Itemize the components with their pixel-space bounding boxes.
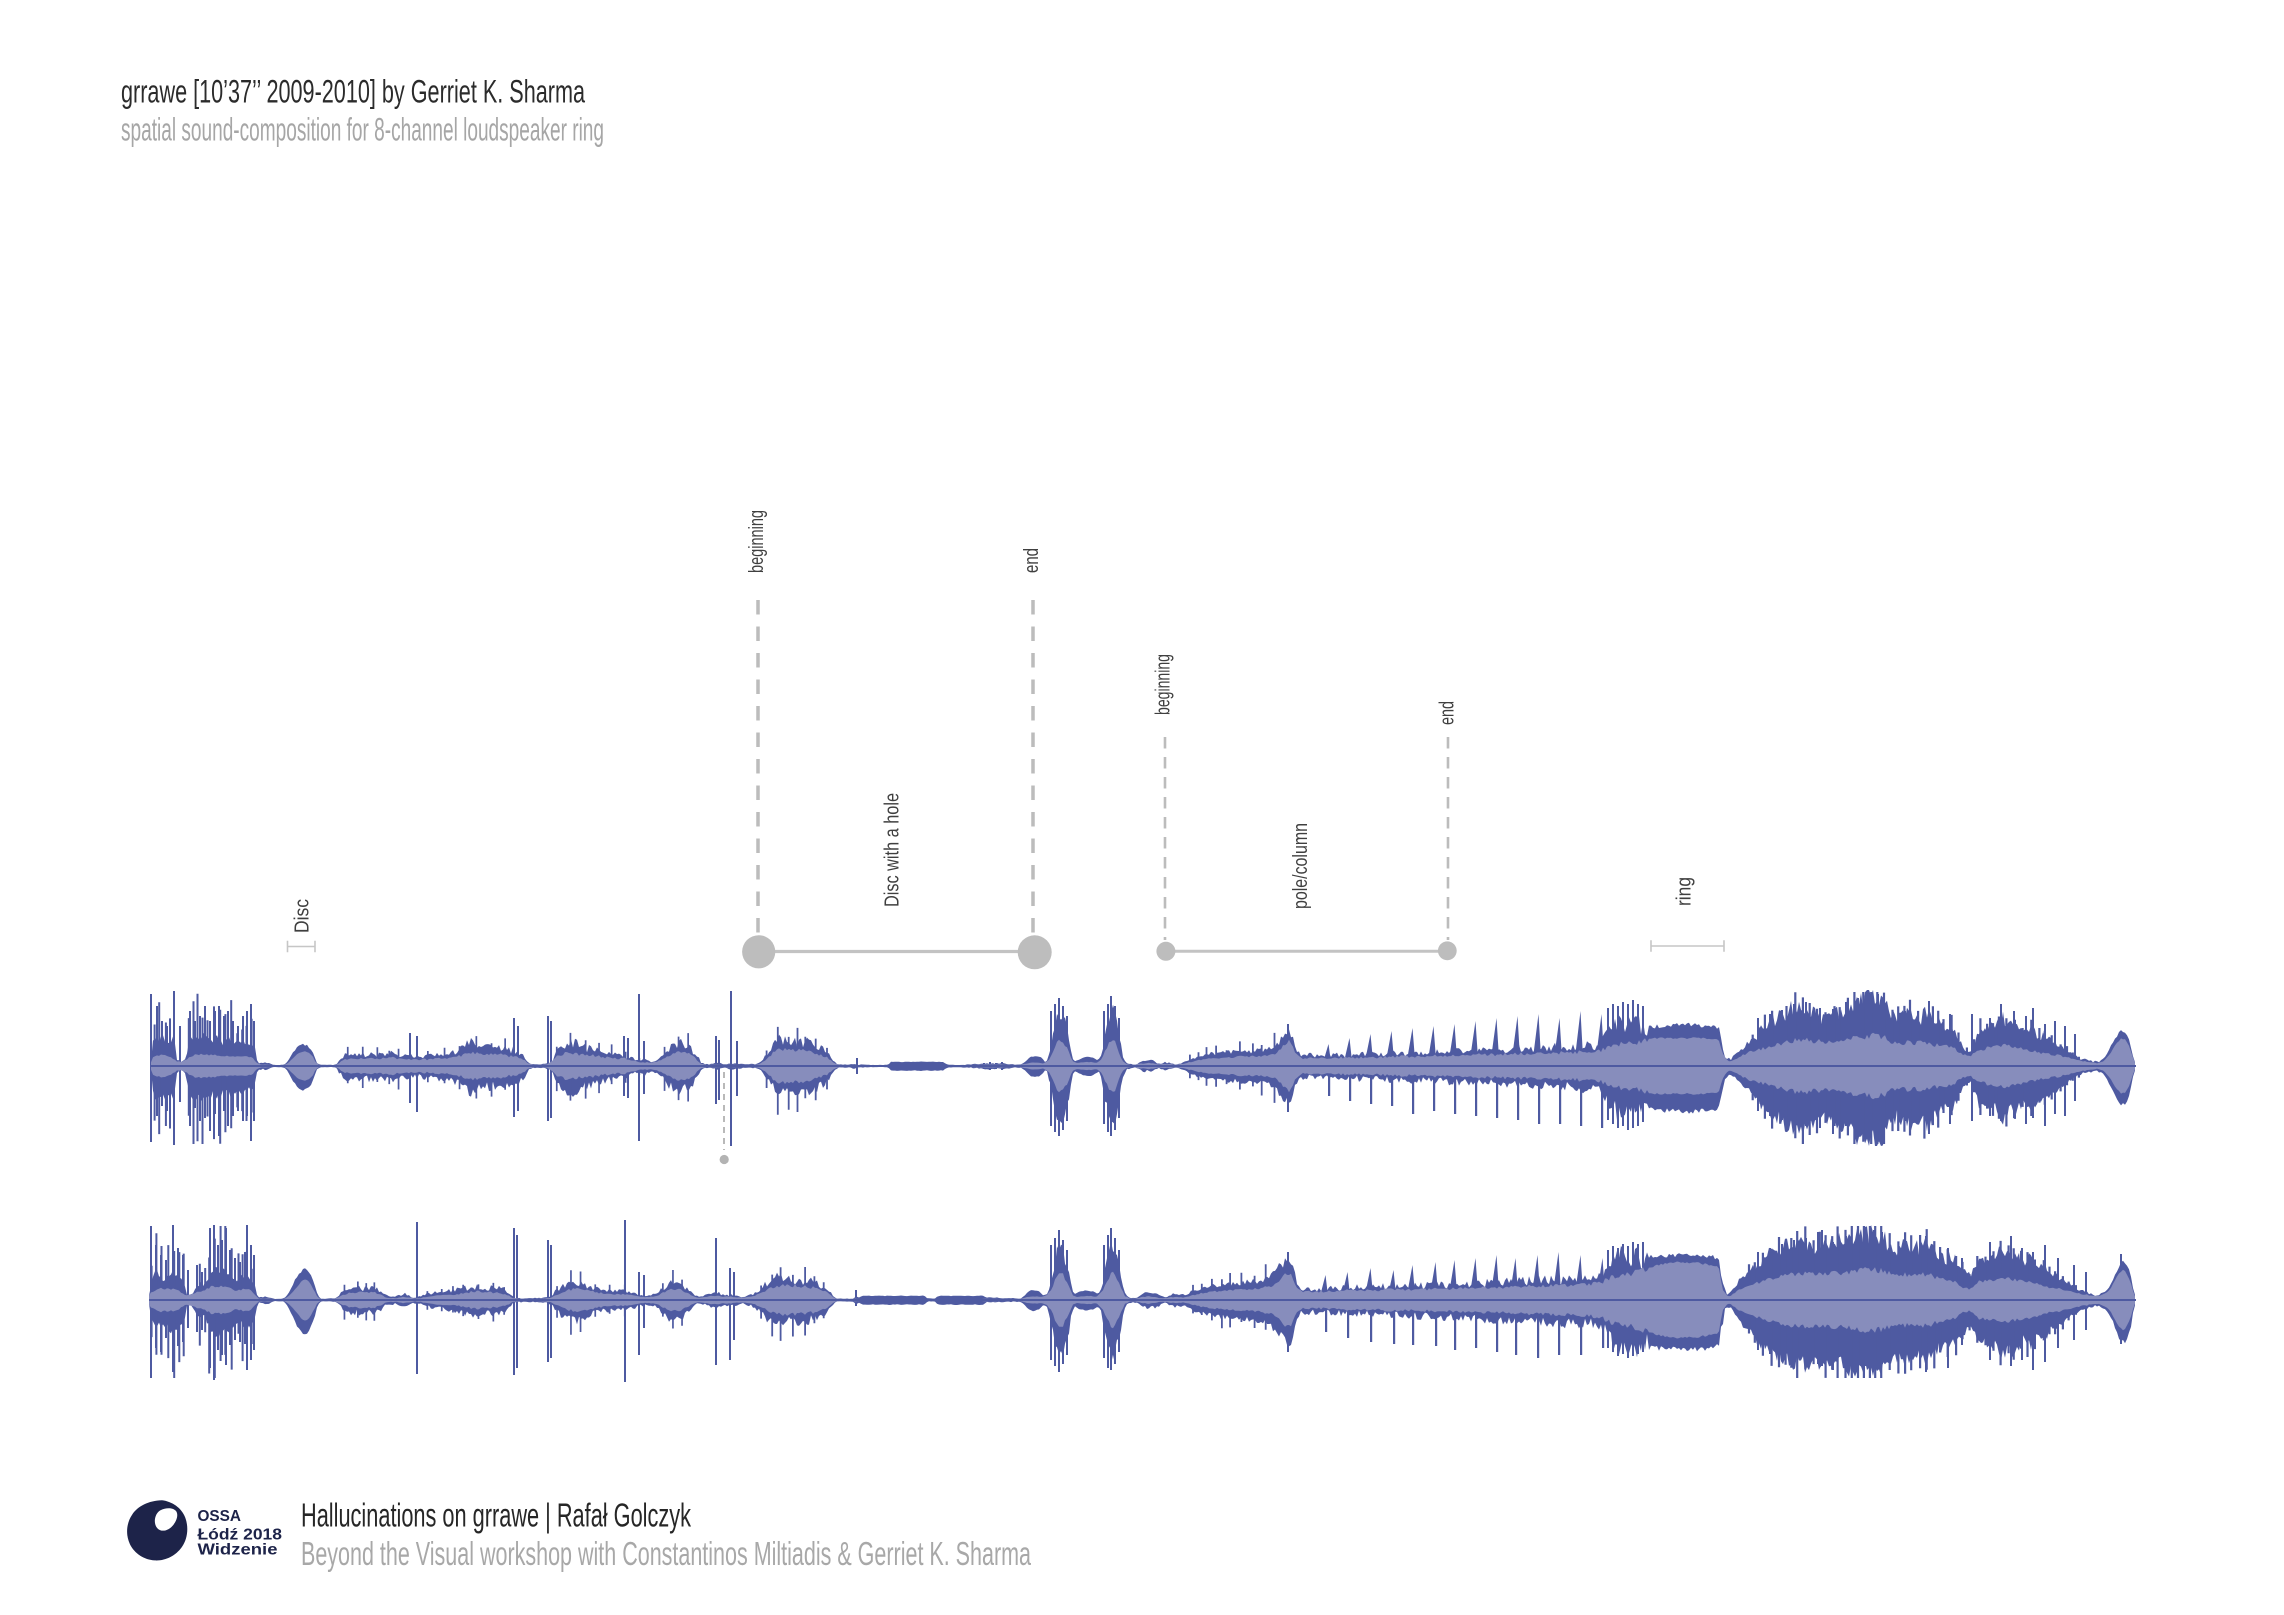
svg-text:Disc: Disc — [292, 899, 314, 933]
svg-text:ring: ring — [1674, 877, 1696, 906]
svg-text:OSSA: OSSA — [198, 1508, 242, 1525]
svg-text:Hallucinations on grrawe | Raf: Hallucinations on grrawe | Rafał Golczyk — [301, 1497, 691, 1534]
svg-text:beginning: beginning — [746, 510, 768, 573]
svg-text:Łódź 2018: Łódź 2018 — [198, 1527, 283, 1544]
svg-text:grrawe [10’37’’ 2009-2010] by: grrawe [10’37’’ 2009-2010] by Gerriet K.… — [121, 74, 585, 110]
svg-text:Disc with a hole: Disc with a hole — [882, 793, 904, 907]
svg-text:beginning: beginning — [1153, 654, 1175, 715]
svg-text:pole/column: pole/column — [1290, 823, 1312, 909]
svg-text:Beyond the Visual workshop wit: Beyond the Visual workshop with Constant… — [301, 1535, 1031, 1572]
svg-text:end: end — [1021, 548, 1043, 573]
svg-text:end: end — [1437, 701, 1459, 725]
svg-text:Widzenie: Widzenie — [198, 1542, 278, 1559]
svg-text:spatial sound-composition for: spatial sound-composition for 8-channel … — [121, 112, 604, 148]
